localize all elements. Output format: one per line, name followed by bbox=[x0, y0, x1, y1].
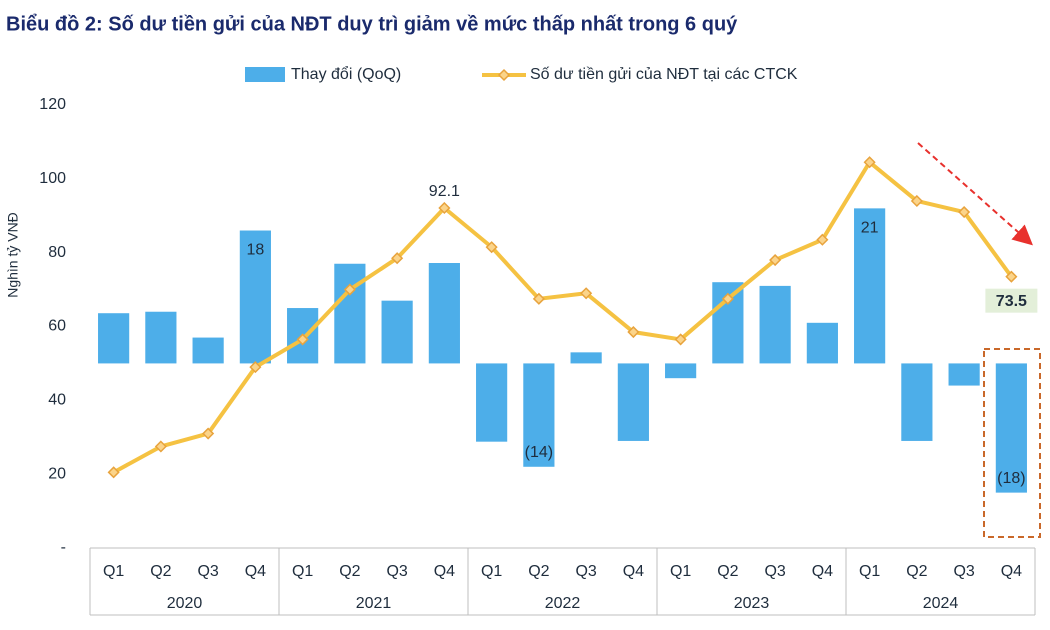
bar bbox=[239, 230, 271, 364]
line-marker bbox=[816, 233, 829, 246]
y-tick-label: 80 bbox=[48, 244, 66, 261]
chart-title: Biểu đồ 2: Số dư tiền gửi của NĐT duy tr… bbox=[6, 13, 738, 35]
bar bbox=[617, 363, 649, 441]
trend-arrow bbox=[917, 142, 1033, 246]
bar bbox=[428, 263, 460, 364]
line-marker bbox=[154, 440, 167, 453]
x-tick-label: Q4 bbox=[1001, 563, 1022, 580]
bar bbox=[145, 311, 177, 364]
bar bbox=[98, 313, 130, 364]
bar bbox=[381, 300, 413, 364]
line-marker bbox=[391, 252, 404, 265]
legend-marker bbox=[497, 68, 511, 82]
line-marker bbox=[438, 201, 451, 215]
line-marker bbox=[674, 333, 687, 346]
x-tick-label: Q3 bbox=[197, 563, 218, 580]
line-marker bbox=[107, 466, 120, 479]
bar-label: (18) bbox=[997, 470, 1025, 487]
y-tick-label: 100 bbox=[39, 170, 66, 187]
bar bbox=[995, 363, 1027, 493]
year-label: 2020 bbox=[167, 595, 203, 612]
year-label: 2022 bbox=[545, 595, 581, 612]
legend-label: Số dư tiền gửi của NĐT tại các CTCK bbox=[530, 66, 798, 83]
x-tick-label: Q4 bbox=[434, 563, 455, 580]
x-tick-label: Q3 bbox=[764, 563, 785, 580]
line-marker bbox=[485, 241, 498, 254]
x-tick-label: Q3 bbox=[575, 563, 596, 580]
year-label: 2023 bbox=[734, 595, 770, 612]
bar bbox=[854, 208, 886, 364]
bar bbox=[759, 285, 791, 364]
legend-swatch bbox=[245, 67, 285, 82]
highlight-box bbox=[983, 348, 1041, 538]
line-marker bbox=[769, 253, 782, 267]
line-label: 73.5 bbox=[996, 293, 1027, 310]
y-tick-label: 60 bbox=[48, 318, 66, 335]
line-marker bbox=[958, 205, 971, 219]
line-marker bbox=[863, 156, 876, 169]
y-axis-label: Nghìn tỷ VNĐ bbox=[5, 212, 21, 298]
x-tick-label: Q1 bbox=[481, 563, 502, 580]
line-marker bbox=[627, 325, 640, 339]
y-tick-label: 40 bbox=[48, 392, 66, 409]
x-tick-label: Q2 bbox=[906, 563, 927, 580]
line-marker bbox=[910, 194, 923, 208]
y-tick-label: 120 bbox=[39, 96, 66, 113]
line-marker bbox=[1005, 270, 1018, 283]
bar bbox=[806, 322, 838, 364]
year-label: 2021 bbox=[356, 595, 392, 612]
year-label: 2024 bbox=[923, 595, 959, 612]
bar bbox=[901, 363, 933, 441]
x-tick-label: Q2 bbox=[717, 563, 738, 580]
line-marker bbox=[249, 361, 262, 374]
x-tick-label: Q2 bbox=[150, 563, 171, 580]
x-tick-label: Q3 bbox=[953, 563, 974, 580]
bar bbox=[665, 363, 697, 379]
x-tick-label: Q1 bbox=[292, 563, 313, 580]
y-tick-label: - bbox=[61, 539, 66, 556]
x-tick-label: Q4 bbox=[623, 563, 644, 580]
bar-label: 18 bbox=[246, 242, 264, 259]
line-marker bbox=[343, 283, 356, 296]
line-marker bbox=[532, 292, 545, 305]
line-marker bbox=[721, 292, 734, 305]
line-label: 92.1 bbox=[429, 183, 460, 200]
legend-label: Thay đổi (QoQ) bbox=[291, 65, 401, 83]
x-tick-label: Q4 bbox=[812, 563, 833, 580]
bar bbox=[192, 337, 224, 364]
x-tick-label: Q1 bbox=[859, 563, 880, 580]
bar-label: 21 bbox=[861, 220, 879, 237]
bar bbox=[523, 363, 555, 467]
bar bbox=[334, 263, 366, 364]
label-bg bbox=[985, 288, 1038, 313]
x-tick-label: Q1 bbox=[670, 563, 691, 580]
bar bbox=[948, 363, 980, 386]
line-marker bbox=[202, 427, 215, 440]
x-tick-label: Q3 bbox=[386, 563, 407, 580]
y-tick-label: 20 bbox=[48, 465, 66, 482]
bar bbox=[476, 363, 508, 442]
x-tick-label: Q1 bbox=[103, 563, 124, 580]
line-marker bbox=[296, 333, 309, 346]
line-marker bbox=[580, 287, 593, 300]
bar-label: (14) bbox=[525, 444, 553, 461]
x-tick-label: Q2 bbox=[339, 563, 360, 580]
line bbox=[112, 160, 1013, 475]
bar bbox=[570, 352, 602, 364]
x-tick-label: Q2 bbox=[528, 563, 549, 580]
x-tick-label: Q4 bbox=[245, 563, 266, 580]
